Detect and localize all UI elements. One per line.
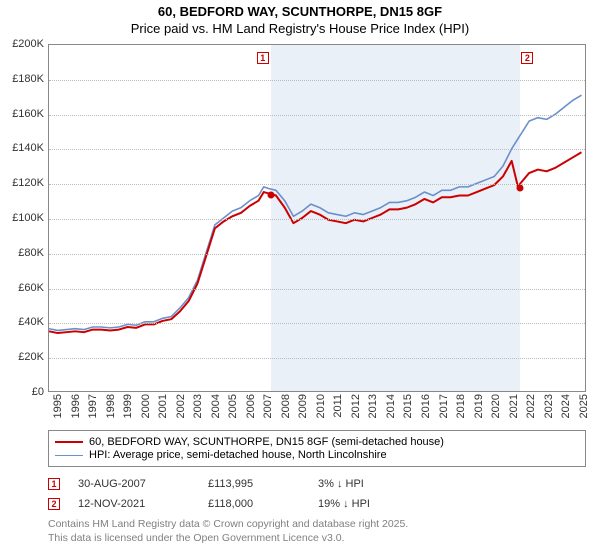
x-tick-label: 2007 bbox=[262, 394, 274, 418]
x-tick-label: 2014 bbox=[385, 394, 397, 418]
marker-dot-1 bbox=[267, 191, 274, 198]
legend-row: HPI: Average price, semi-detached house,… bbox=[55, 449, 579, 461]
gridline bbox=[49, 323, 585, 324]
footer: Contains HM Land Registry data © Crown c… bbox=[48, 518, 408, 545]
plot-area: 12 bbox=[48, 44, 586, 392]
legend-label: HPI: Average price, semi-detached house,… bbox=[89, 449, 387, 461]
y-tick-label: £160K bbox=[0, 108, 44, 120]
gridline bbox=[49, 149, 585, 150]
x-tick-label: 2004 bbox=[210, 394, 222, 418]
x-tick-label: 2024 bbox=[560, 394, 572, 418]
gridline bbox=[49, 219, 585, 220]
transaction-date: 12-NOV-2021 bbox=[78, 498, 208, 510]
x-tick-label: 2011 bbox=[332, 394, 344, 418]
chart-container: 60, BEDFORD WAY, SCUNTHORPE, DN15 8GF Pr… bbox=[0, 0, 600, 560]
x-tick-label: 2013 bbox=[367, 394, 379, 418]
x-tick-label: 2002 bbox=[175, 394, 187, 418]
transaction-date: 30-AUG-2007 bbox=[78, 478, 208, 490]
y-tick-label: £200K bbox=[0, 38, 44, 50]
transaction-row: 2 12-NOV-2021 £118,000 19% ↓ HPI bbox=[48, 494, 586, 514]
gridline bbox=[49, 184, 585, 185]
x-tick-label: 1998 bbox=[105, 394, 117, 418]
x-tick-label: 2001 bbox=[157, 394, 169, 418]
series-line-price_paid bbox=[49, 152, 582, 333]
gridline bbox=[49, 80, 585, 81]
legend-row: 60, BEDFORD WAY, SCUNTHORPE, DN15 8GF (s… bbox=[55, 436, 579, 448]
y-tick-label: £100K bbox=[0, 212, 44, 224]
footer-line-2: This data is licensed under the Open Gov… bbox=[48, 532, 408, 546]
transaction-pct: 19% ↓ HPI bbox=[318, 498, 428, 510]
x-tick-label: 2018 bbox=[455, 394, 467, 418]
footer-line-1: Contains HM Land Registry data © Crown c… bbox=[48, 518, 408, 532]
x-tick-label: 2020 bbox=[490, 394, 502, 418]
y-tick-label: £140K bbox=[0, 142, 44, 154]
marker-box-1: 1 bbox=[257, 52, 269, 64]
gridline bbox=[49, 289, 585, 290]
x-tick-label: 2005 bbox=[227, 394, 239, 418]
transaction-table: 1 30-AUG-2007 £113,995 3% ↓ HPI 2 12-NOV… bbox=[48, 474, 586, 514]
gridline bbox=[49, 115, 585, 116]
legend-box: 60, BEDFORD WAY, SCUNTHORPE, DN15 8GF (s… bbox=[48, 430, 586, 467]
chart-title-address: 60, BEDFORD WAY, SCUNTHORPE, DN15 8GF bbox=[0, 4, 600, 21]
x-tick-label: 2000 bbox=[140, 394, 152, 418]
y-tick-label: £60K bbox=[0, 282, 44, 294]
x-tick-label: 2010 bbox=[315, 394, 327, 418]
x-tick-label: 1996 bbox=[70, 394, 82, 418]
marker-box-2: 2 bbox=[521, 52, 533, 64]
title-block: 60, BEDFORD WAY, SCUNTHORPE, DN15 8GF Pr… bbox=[0, 0, 600, 38]
x-tick-label: 2015 bbox=[402, 394, 414, 418]
x-tick-label: 2012 bbox=[350, 394, 362, 418]
y-tick-label: £120K bbox=[0, 177, 44, 189]
x-tick-label: 2019 bbox=[473, 394, 485, 418]
x-tick-label: 1997 bbox=[87, 394, 99, 418]
chart-title-sub: Price paid vs. HM Land Registry's House … bbox=[0, 21, 600, 38]
y-tick-label: £180K bbox=[0, 73, 44, 85]
transaction-price: £113,995 bbox=[208, 478, 318, 490]
legend-swatch bbox=[55, 455, 83, 456]
transaction-row: 1 30-AUG-2007 £113,995 3% ↓ HPI bbox=[48, 474, 586, 494]
x-tick-label: 2017 bbox=[438, 394, 450, 418]
gridline bbox=[49, 358, 585, 359]
legend-swatch bbox=[55, 441, 83, 443]
x-tick-label: 2025 bbox=[578, 394, 590, 418]
y-tick-label: £20K bbox=[0, 351, 44, 363]
chart-lines bbox=[49, 45, 585, 391]
marker-ref-1: 1 bbox=[48, 478, 60, 490]
transaction-pct: 3% ↓ HPI bbox=[318, 478, 428, 490]
y-tick-label: £40K bbox=[0, 316, 44, 328]
marker-ref-2: 2 bbox=[48, 498, 60, 510]
x-tick-label: 2009 bbox=[297, 394, 309, 418]
legend-label: 60, BEDFORD WAY, SCUNTHORPE, DN15 8GF (s… bbox=[89, 436, 444, 448]
x-tick-label: 2021 bbox=[508, 394, 520, 418]
x-tick-label: 2016 bbox=[420, 394, 432, 418]
y-tick-label: £0 bbox=[0, 386, 44, 398]
transaction-price: £118,000 bbox=[208, 498, 318, 510]
x-tick-label: 2008 bbox=[280, 394, 292, 418]
x-tick-label: 1999 bbox=[122, 394, 134, 418]
marker-dot-2 bbox=[516, 184, 523, 191]
gridline bbox=[49, 254, 585, 255]
x-tick-label: 2003 bbox=[192, 394, 204, 418]
x-tick-label: 2022 bbox=[525, 394, 537, 418]
x-tick-label: 2006 bbox=[245, 394, 257, 418]
x-tick-label: 2023 bbox=[543, 394, 555, 418]
y-tick-label: £80K bbox=[0, 247, 44, 259]
x-tick-label: 1995 bbox=[52, 394, 64, 418]
